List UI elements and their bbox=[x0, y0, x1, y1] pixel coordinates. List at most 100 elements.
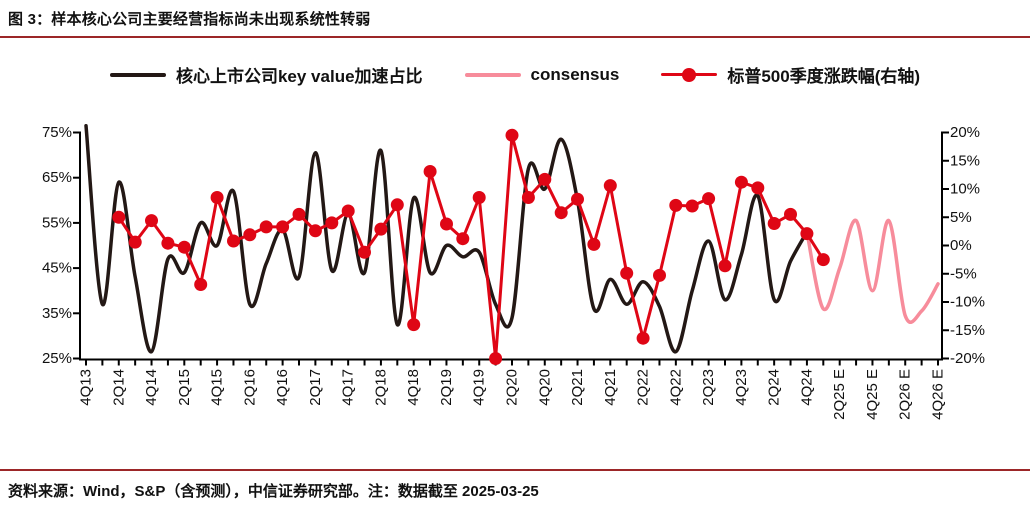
chart-legend: 核心上市公司key value加速占比 consensus 标普500季度涨跌幅… bbox=[0, 62, 1030, 87]
data-point-marker bbox=[374, 222, 388, 236]
data-point-marker bbox=[456, 232, 470, 246]
red-line-dot-swatch-icon bbox=[661, 66, 718, 84]
axes bbox=[73, 131, 949, 366]
data-point-marker bbox=[145, 214, 158, 228]
x-tick-label: 4Q20 bbox=[536, 369, 553, 406]
pink-line-swatch-icon bbox=[464, 66, 521, 84]
data-point-marker bbox=[636, 331, 650, 345]
data-point-marker bbox=[194, 278, 208, 291]
y-tick-label-left: 25% bbox=[42, 350, 72, 367]
y-tick-label-right: -10% bbox=[950, 294, 985, 311]
legend-label: consensus bbox=[530, 64, 620, 84]
data-point-marker bbox=[734, 175, 748, 189]
data-point-marker bbox=[259, 220, 273, 234]
legend-label: 标普500季度涨跌幅(右轴) bbox=[727, 67, 921, 86]
data-point-marker bbox=[440, 217, 453, 231]
data-point-marker bbox=[390, 198, 404, 212]
data-point-marker bbox=[423, 165, 437, 178]
data-point-marker bbox=[276, 220, 290, 234]
chart-plot-area: 75% 65% 55% 45% 35% 25% 20% 15% 10% 5% 0% -5% -10% -1… bbox=[42, 123, 985, 420]
data-point-marker bbox=[603, 179, 617, 193]
x-tick-label: 4Q25 E bbox=[864, 369, 881, 420]
x-tick-label: 2Q18 bbox=[372, 369, 389, 406]
x-tick-label: 2Q15 bbox=[176, 369, 193, 406]
data-point-marker bbox=[227, 234, 240, 248]
data-point-marker bbox=[161, 236, 175, 250]
data-point-marker bbox=[571, 192, 584, 206]
x-tick-label: 4Q18 bbox=[405, 369, 422, 406]
data-point-marker bbox=[308, 224, 322, 238]
source-note: 资料来源：Wind，S&P（含预测），中信证券研究部。注：数据截至 2025-0… bbox=[8, 483, 539, 500]
data-point-marker bbox=[210, 191, 224, 204]
data-point-marker bbox=[653, 268, 666, 282]
data-point-marker bbox=[767, 217, 781, 230]
x-tick-label: 2Q25 E bbox=[831, 369, 848, 420]
x-tick-label: 4Q14 bbox=[143, 369, 160, 406]
x-tick-label: 4Q15 bbox=[209, 369, 226, 406]
y-tick-label-left: 55% bbox=[42, 214, 72, 231]
x-tick-label: 4Q26 E bbox=[930, 369, 947, 420]
data-point-marker bbox=[325, 216, 339, 230]
x-tick-label: 4Q16 bbox=[274, 369, 291, 406]
y-tick-label-right: 20% bbox=[950, 124, 980, 141]
y-tick-label-right: 15% bbox=[950, 152, 980, 169]
x-tick-label: 2Q22 bbox=[635, 369, 652, 406]
x-tick-label: 2Q17 bbox=[307, 369, 324, 406]
y-tick-label-right: -15% bbox=[950, 322, 985, 339]
x-tick-label: 4Q13 bbox=[78, 369, 95, 406]
series-path bbox=[84, 123, 809, 354]
title-divider bbox=[0, 36, 1030, 38]
x-tick-label: 2Q23 bbox=[700, 369, 717, 406]
data-point-marker bbox=[751, 181, 765, 195]
data-point-marker bbox=[489, 352, 503, 365]
data-point-marker bbox=[538, 172, 552, 186]
data-point-marker bbox=[554, 206, 568, 220]
black-line-swatch-icon bbox=[109, 66, 166, 84]
x-tick-label: 2Q16 bbox=[241, 369, 258, 406]
data-point-marker bbox=[243, 228, 257, 242]
legend-item-consensus: consensus bbox=[464, 64, 620, 85]
x-tick-label: 4Q19 bbox=[471, 369, 488, 406]
legend-item-key-value: 核心上市公司key value加速占比 bbox=[109, 62, 423, 87]
x-tick-label: 2Q24 bbox=[766, 369, 783, 406]
x-tick-label: 4Q21 bbox=[602, 369, 619, 406]
legend-label: 核心上市公司key value加速占比 bbox=[175, 67, 423, 86]
footer-divider bbox=[0, 469, 1030, 471]
x-tick-label: 4Q23 bbox=[733, 369, 750, 406]
x-tick-label: 2Q14 bbox=[110, 369, 127, 406]
x-tick-label: 2Q19 bbox=[438, 369, 455, 406]
x-tick-label: 4Q22 bbox=[667, 369, 684, 406]
data-point-marker bbox=[505, 128, 519, 142]
series-key-value-line bbox=[84, 123, 809, 354]
data-point-marker bbox=[128, 235, 142, 249]
y-tick-label-right: 5% bbox=[950, 209, 972, 226]
data-point-marker bbox=[292, 207, 306, 221]
data-point-marker bbox=[718, 259, 732, 273]
data-point-marker bbox=[816, 253, 830, 267]
data-point-marker bbox=[112, 210, 126, 224]
legend-item-sp500: 标普500季度涨跌幅(右轴) bbox=[661, 62, 920, 87]
y-tick-label-left: 45% bbox=[42, 260, 72, 277]
y-tick-label-right: -5% bbox=[950, 265, 977, 282]
data-point-marker bbox=[702, 192, 716, 206]
data-point-marker bbox=[620, 266, 634, 280]
x-tick-label: 2Q26 E bbox=[897, 369, 914, 420]
data-point-marker bbox=[358, 245, 371, 259]
data-point-marker bbox=[587, 237, 601, 251]
axis-labels: 75% 65% 55% 45% 35% 25% 20% 15% 10% 5% 0% -5% -10% -1… bbox=[42, 124, 985, 420]
y-tick-label-right: -20% bbox=[950, 350, 985, 367]
x-tick-label: 2Q21 bbox=[569, 369, 586, 406]
series-consensus-line bbox=[805, 218, 940, 324]
series-path bbox=[117, 133, 825, 360]
x-tick-label: 2Q20 bbox=[504, 369, 521, 406]
figure-title: 图 3：样本核心公司主要经营指标尚未出现系统性转弱 bbox=[8, 11, 371, 28]
data-point-marker bbox=[177, 240, 191, 254]
series-sp500-line bbox=[112, 128, 830, 365]
data-point-marker bbox=[784, 207, 797, 221]
data-point-marker bbox=[685, 199, 699, 213]
y-tick-label-right: 10% bbox=[950, 181, 980, 198]
data-point-marker bbox=[800, 227, 814, 241]
y-tick-label-left: 65% bbox=[42, 169, 72, 186]
data-point-marker bbox=[669, 198, 683, 212]
